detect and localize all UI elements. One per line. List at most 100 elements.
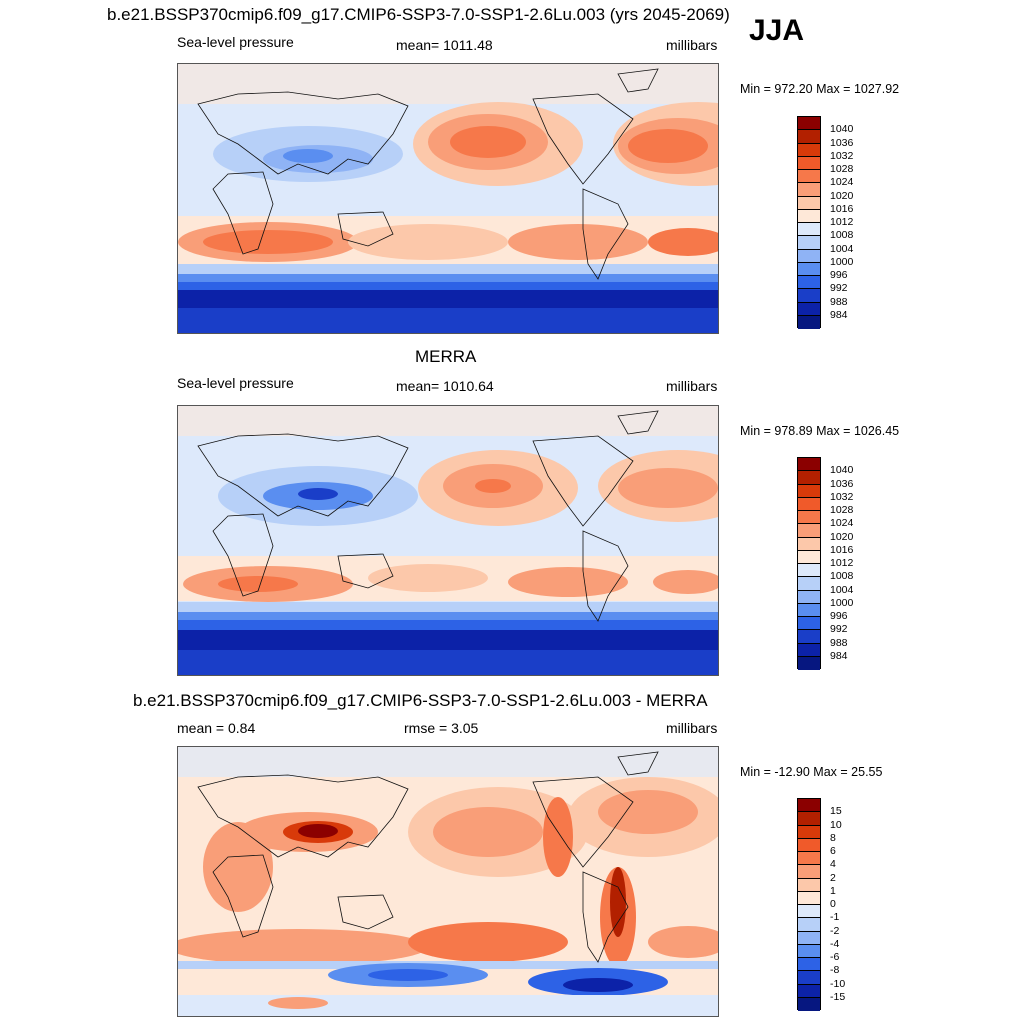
colorbar-tick-label: 1020 [830, 530, 854, 543]
colorbar-segment [798, 617, 820, 631]
panel3-mean-label: mean = 0.84 [177, 720, 256, 736]
panel1-title: b.e21.BSSP370cmip6.f09_g17.CMIP6-SSP3-7.… [107, 5, 730, 24]
colorbar-tick-label: 1020 [830, 189, 854, 202]
panel3-minmax: Min = -12.90 Max = 25.55 [740, 765, 883, 779]
colorbar-segment [798, 878, 820, 892]
colorbar-tick-label: 1008 [830, 229, 854, 242]
colorbar-tick-label: -15 [830, 990, 846, 1003]
colorbar-segment [798, 302, 820, 316]
colorbar-tick-label: 10 [830, 818, 842, 831]
colorbar-tick-label: -2 [830, 924, 840, 937]
colorbar-segment [798, 643, 820, 657]
colorbar-segment [798, 117, 820, 131]
colorbar-segment [798, 971, 820, 985]
colorbar-segment [798, 196, 820, 210]
colorbar-segment [798, 183, 820, 197]
colorbar-segment [798, 590, 820, 604]
panel1-mean-label: mean= 1011.48 [396, 37, 493, 53]
colorbar-segment [798, 825, 820, 839]
colorbar-segment [798, 156, 820, 170]
colorbar-segment [798, 984, 820, 998]
colorbar-segment [798, 838, 820, 852]
colorbar-segment [798, 262, 820, 276]
colorbar-segment [798, 249, 820, 263]
colorbar-segment [798, 471, 820, 485]
colorbar-segment [798, 289, 820, 303]
colorbar-tick-label: 1012 [830, 557, 854, 569]
colorbar-tick-label: 984 [830, 649, 848, 662]
colorbar-tick-label: 1040 [830, 464, 854, 477]
colorbar-tick-label: 1036 [830, 136, 854, 149]
colorbar-tick-label: 0 [830, 898, 836, 910]
colorbar-segment [798, 656, 820, 670]
panel1-map-svg [178, 64, 718, 333]
colorbar-segment [798, 799, 820, 813]
colorbar-tick-label: -4 [830, 937, 840, 950]
colorbar-segment [798, 223, 820, 237]
colorbar-segment [798, 918, 820, 932]
colorbar-segment [798, 537, 820, 551]
colorbar-segment [798, 564, 820, 578]
panel1-minmax: Min = 972.20 Max = 1027.92 [740, 82, 900, 96]
colorbar-segment [798, 315, 820, 329]
colorbar-tick-label: 15 [830, 805, 842, 818]
panel3-title: b.e21.BSSP370cmip6.f09_g17.CMIP6-SSP3-7.… [133, 691, 708, 710]
panel2-colorbar [797, 457, 821, 670]
colorbar-tick-label: 1028 [830, 504, 854, 516]
colorbar-segment [798, 458, 820, 472]
panel3-map [177, 746, 719, 1017]
colorbar-tick-label: 1004 [830, 242, 854, 255]
panel3-rmse-label: rmse = 3.05 [404, 720, 479, 736]
panel1-colorbar [797, 116, 821, 329]
season-label: JJA [749, 14, 805, 47]
colorbar-tick-label: -1 [830, 911, 840, 924]
panel2-map-svg [178, 406, 718, 675]
colorbar-tick-label: 8 [830, 831, 836, 844]
colorbar-segment [798, 511, 820, 525]
colorbar-tick-label: 1032 [830, 490, 854, 503]
colorbar-segment [798, 812, 820, 826]
colorbar-segment [798, 276, 820, 290]
colorbar-tick-label: 984 [830, 308, 848, 321]
colorbar-segment [798, 236, 820, 250]
colorbar-tick-label: 2 [830, 871, 836, 884]
colorbar-segment [798, 865, 820, 879]
colorbar-tick-label: -8 [830, 964, 840, 977]
panel1-variable-label: Sea-level pressure [177, 34, 294, 50]
panel3-colorbar [797, 798, 821, 1011]
colorbar-segment [798, 931, 820, 945]
colorbar-tick-label: 6 [830, 845, 836, 857]
colorbar-segment [798, 143, 820, 157]
colorbar-segment [798, 997, 820, 1011]
colorbar-segment [798, 891, 820, 905]
panel1-units-label: millibars [666, 37, 718, 53]
colorbar-segment [798, 944, 820, 958]
panel3-map-svg [178, 747, 718, 1016]
panel3-units-label: millibars [666, 720, 718, 736]
colorbar-tick-label: 1032 [830, 149, 854, 162]
colorbar-tick-label: 1000 [830, 255, 854, 268]
colorbar-segment [798, 603, 820, 617]
panel2-minmax: Min = 978.89 Max = 1026.45 [740, 424, 900, 438]
colorbar-tick-label: 4 [830, 858, 836, 871]
colorbar-tick-label: 1040 [830, 123, 854, 136]
colorbar-segment [798, 630, 820, 644]
colorbar-tick-label: 996 [830, 269, 848, 281]
colorbar-tick-label: 1016 [830, 543, 854, 556]
colorbar-tick-label: 1004 [830, 583, 854, 596]
panel2-map [177, 405, 719, 676]
panel1-map [177, 63, 719, 334]
colorbar-tick-label: 992 [830, 623, 848, 636]
colorbar-tick-label: 1024 [830, 517, 854, 530]
colorbar-segment [798, 497, 820, 511]
colorbar-segment [798, 209, 820, 223]
colorbar-segment [798, 484, 820, 498]
colorbar-segment [798, 958, 820, 972]
panel2-title: MERRA [415, 347, 477, 366]
colorbar-tick-label: -10 [830, 977, 846, 990]
panel2-variable-label: Sea-level pressure [177, 375, 294, 391]
colorbar-tick-label: 1012 [830, 216, 854, 228]
colorbar-tick-label: 1016 [830, 202, 854, 215]
colorbar-segment [798, 170, 820, 184]
panel2-units-label: millibars [666, 378, 718, 394]
